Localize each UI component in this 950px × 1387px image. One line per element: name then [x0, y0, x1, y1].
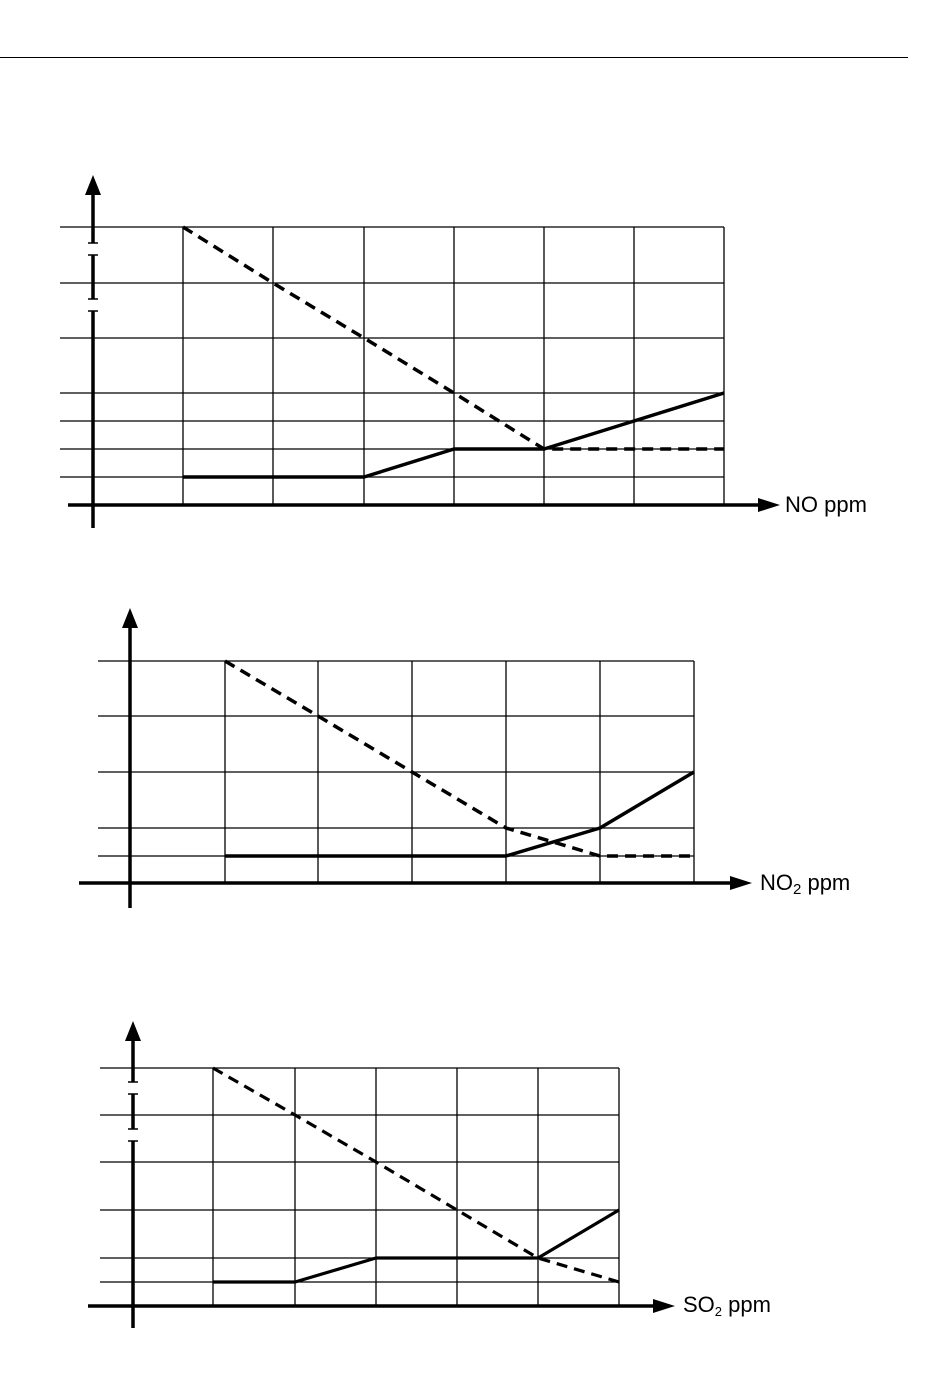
x-axis-title: NO ppm	[785, 492, 867, 517]
series-line-dashed	[212, 1066, 620, 1284]
y-axis-arrowhead	[122, 608, 138, 628]
series-line-dashed	[224, 659, 694, 858]
x-axis-arrowhead	[758, 498, 780, 512]
series-line-solid	[225, 770, 695, 858]
axis-break-gap	[128, 1082, 138, 1094]
x-axis-arrowhead	[653, 1299, 675, 1313]
page-top-rule	[0, 57, 908, 58]
y-axis-arrowhead	[85, 175, 101, 195]
axis-break-gap	[128, 1129, 138, 1141]
axis-break-gap	[88, 243, 98, 255]
chart-no2: NO2 ppm	[79, 608, 850, 908]
x-axis-arrowhead	[730, 876, 752, 890]
x-axis-title: SO2 ppm	[683, 1292, 771, 1319]
axis-break-gap	[88, 299, 98, 311]
x-axis-title: NO2 ppm	[760, 870, 850, 898]
chart-so2: SO2 ppm	[88, 1021, 771, 1328]
chart-no: NO ppm	[60, 175, 867, 528]
y-axis-arrowhead	[125, 1021, 141, 1041]
series-line-solid	[213, 1208, 620, 1284]
